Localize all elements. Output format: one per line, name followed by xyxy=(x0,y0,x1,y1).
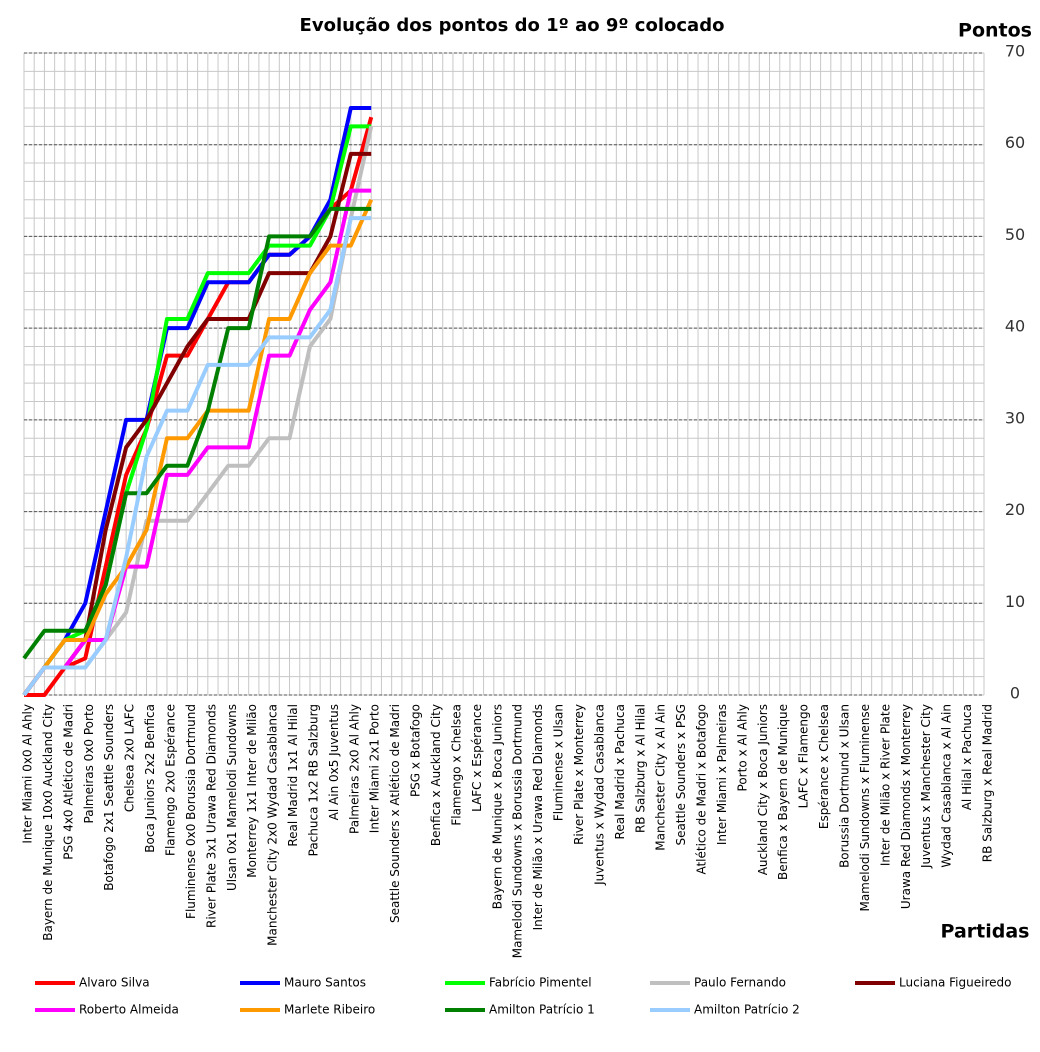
y-tick-label: 50 xyxy=(1005,225,1025,244)
legend-label: Amilton Patrício 2 xyxy=(694,1003,800,1017)
legend-label: Marlete Ribeiro xyxy=(284,1003,375,1017)
x-tick-label: LAFC x Flamengo xyxy=(797,704,811,808)
x-tick-label: Urawa Red Diamonds x Monterrey xyxy=(899,704,913,909)
y-tick-label: 10 xyxy=(1005,592,1025,611)
x-tick-label: Inter Miami x Palmeiras xyxy=(715,704,729,845)
x-tick-label: Palmeiras 0x0 Porto xyxy=(82,704,96,823)
y-axis-label: Pontos xyxy=(958,20,1032,42)
x-tick-label: Seattle Sounders x PSG xyxy=(674,704,688,846)
legend-label: Roberto Almeida xyxy=(79,1003,179,1017)
x-tick-label: Al Ain 0x5 Juventus xyxy=(327,704,341,820)
x-tick-label: Inter de Milão x Urawa Red Diamonds xyxy=(531,704,545,930)
x-tick-label: Botafogo 2x1 Seattle Sounders xyxy=(102,704,116,891)
x-tick-label: Juventus x Manchester City xyxy=(919,704,933,869)
x-tick-label: LAFC x Espérance xyxy=(470,704,484,812)
x-tick-label: Atlético de Madri x Botafogo xyxy=(695,704,709,875)
x-tick-label: Inter de Milão x River Plate xyxy=(878,704,892,866)
x-tick-label: Ulsan 0x1 Mamelodi Sundowns xyxy=(225,704,239,891)
y-tick-label: 60 xyxy=(1005,133,1025,152)
series-line xyxy=(22,188,372,697)
x-tick-label: Pachuca 1x2 RB Salzburg xyxy=(306,704,320,856)
x-tick-label: Porto x Al Ahly xyxy=(735,704,749,791)
x-tick-label: Real Madrid x Pachuca xyxy=(613,704,627,839)
x-tick-label: Al Hilal x Pachuca xyxy=(960,704,974,810)
x-tick-label: Wydad Casablanca x Al Ain xyxy=(940,704,954,868)
x-tick-label: Fluminense x Ulsan xyxy=(552,704,566,821)
x-tick-label: Boca Juniors 2x2 Benfica xyxy=(143,704,157,853)
series-line xyxy=(22,198,374,697)
series-line xyxy=(22,216,372,697)
x-tick-label: Flamengo 2x0 Espérance xyxy=(163,704,177,856)
x-tick-label: Mamelodi Sundowns x Borussia Dortmund xyxy=(511,704,525,958)
legend-label: Luciana Figueiredo xyxy=(899,976,1011,990)
x-tick-label: RB Salzburg x Real Madrid xyxy=(981,704,995,862)
x-tick-label: Espérance x Chelsea xyxy=(817,704,831,829)
x-tick-label: Inter Miami 2x1 Porto xyxy=(368,704,382,833)
y-tick-label: 70 xyxy=(1005,42,1025,61)
y-tick-label: 20 xyxy=(1005,500,1025,519)
x-tick-label: River Plate x Monterrey xyxy=(572,704,586,845)
x-tick-label: Benfica x Auckland City xyxy=(429,704,443,846)
x-axis-label: Partidas xyxy=(941,921,1030,943)
x-tick-label: Juventus x Wydad Casablanca xyxy=(592,704,606,886)
x-tick-label: Inter Miami 0x0 Al Ahly xyxy=(21,704,35,844)
chart-title: Evolução dos pontos do 1º ao 9º colocado xyxy=(300,15,725,36)
x-tick-label: PSG x Botafogo xyxy=(409,704,423,797)
x-tick-label: Fluminense 0x0 Borussia Dortmund xyxy=(184,704,198,919)
x-tick-label: Monterrey 1x1 Inter de Milão xyxy=(245,704,259,878)
x-tick-label: Mamelodi Sundowns x Fluminense xyxy=(858,704,872,912)
x-tick-label: Borussia Dortmund x Ulsan xyxy=(838,704,852,868)
x-tick-label: Seattle Sounders x Atlético de Madri xyxy=(388,704,402,923)
x-tick-label: Auckland City x Boca Juniors xyxy=(756,704,770,875)
x-tick-label: Benfica x Bayern de Munique xyxy=(776,704,790,880)
legend-label: Fabrício Pimentel xyxy=(489,976,592,990)
legend-label: Mauro Santos xyxy=(284,976,366,990)
x-tick-label: RB Salzburg x Al Hilal xyxy=(633,704,647,833)
series-line xyxy=(22,206,372,660)
x-tick-label: PSG 4x0 Atlético de Madri xyxy=(61,704,75,860)
y-tick-label: 40 xyxy=(1005,317,1025,336)
x-tick-label: Manchester City x Al Ain xyxy=(654,704,668,851)
y-tick-label: 30 xyxy=(1005,408,1025,427)
x-tick-label: Chelsea 2x0 LAFC xyxy=(123,704,137,812)
x-tick-label: Manchester City 2x0 Wydad Casablanca xyxy=(266,704,280,946)
legend-label: Alvaro Silva xyxy=(79,976,150,990)
y-tick-label: 0 xyxy=(1010,684,1020,703)
legend-label: Amilton Patrício 1 xyxy=(489,1003,595,1017)
legend-label: Paulo Fernando xyxy=(694,976,786,990)
x-tick-label: Flamengo x Chelsea xyxy=(449,704,463,826)
x-tick-label: Real Madrid 1x1 Al Hilal xyxy=(286,704,300,847)
x-tick-label: Palmeiras 2x0 Al Ahly xyxy=(347,704,361,834)
x-tick-label: Bayern de Munique x Boca Juniors xyxy=(490,704,504,909)
x-tick-label: Bayern de Munique 10x0 Auckland City xyxy=(41,704,55,941)
x-tick-label: River Plate 3x1 Urawa Red Diamonds xyxy=(204,704,218,928)
